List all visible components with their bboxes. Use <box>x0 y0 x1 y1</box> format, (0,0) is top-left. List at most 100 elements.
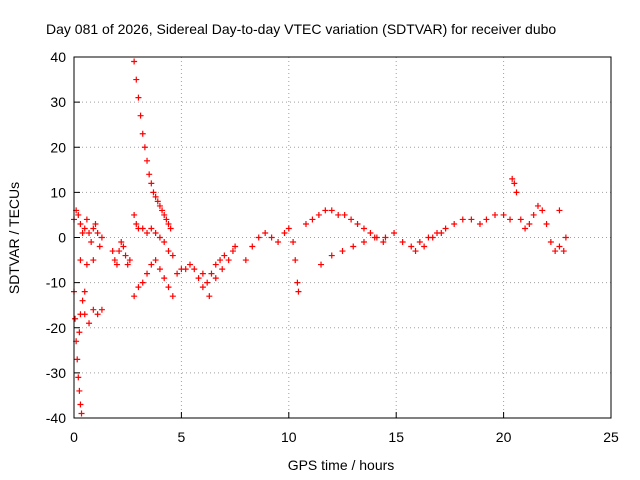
data-point <box>539 207 546 214</box>
data-point <box>322 207 329 214</box>
data-point <box>165 248 172 255</box>
series-cluster-1.5-2.5 <box>109 239 133 268</box>
data-point <box>148 261 155 268</box>
data-point <box>81 288 88 295</box>
data-point <box>556 243 563 250</box>
data-point <box>146 171 153 178</box>
data-point <box>255 234 262 241</box>
data-point <box>522 225 529 232</box>
data-point <box>292 257 299 264</box>
data-point <box>135 94 142 101</box>
grid <box>73 56 612 419</box>
data-point <box>513 189 520 196</box>
data-point <box>268 234 275 241</box>
series-spike-2.8-4.5 <box>131 58 174 232</box>
series-segment-19-23 <box>483 175 569 255</box>
data-point <box>124 261 131 268</box>
data-point <box>152 229 159 236</box>
data-point <box>118 239 125 246</box>
data-point <box>131 293 138 300</box>
x-tick-label: 15 <box>388 429 404 445</box>
data-point <box>341 211 348 218</box>
y-axis-label: SDTVAR / TECUs <box>6 182 22 294</box>
data-point <box>295 288 302 295</box>
data-point <box>79 297 86 304</box>
data-point <box>204 279 211 286</box>
series-cluster-0-1 <box>71 207 105 327</box>
data-point <box>459 216 466 223</box>
x-tick-label: 5 <box>178 429 186 445</box>
data-point <box>133 220 140 227</box>
data-point <box>109 248 116 255</box>
data-point <box>139 130 146 137</box>
data-point <box>126 257 133 264</box>
data-point <box>182 266 189 273</box>
data-point <box>217 257 224 264</box>
data-point <box>290 239 297 246</box>
data-point <box>294 279 301 286</box>
data-point <box>133 76 140 83</box>
series-segment-4.8-7.5 <box>174 243 239 300</box>
y-tick-label: 30 <box>50 94 66 110</box>
series-band-2.8-4.6 <box>131 211 176 300</box>
x-tick-label: 0 <box>70 429 78 445</box>
data-point <box>399 239 406 246</box>
data-point <box>315 211 322 218</box>
data-point <box>86 320 93 327</box>
data-point <box>76 329 83 336</box>
data-point <box>339 248 346 255</box>
data-point <box>152 257 159 264</box>
data-point <box>88 239 95 246</box>
data-point <box>526 220 533 227</box>
series-segment-10.8-14.5 <box>302 207 387 268</box>
data-point <box>219 266 226 273</box>
x-tick-label: 10 <box>281 429 297 445</box>
y-tick-label: 40 <box>50 49 66 65</box>
data-point <box>148 225 155 232</box>
data-point <box>135 284 142 291</box>
plot-frame <box>73 56 612 419</box>
data-point <box>242 257 249 264</box>
data-point <box>225 257 232 264</box>
data-point <box>212 261 219 268</box>
data-point <box>144 229 151 236</box>
data-point <box>221 252 228 259</box>
data-point <box>354 220 361 227</box>
data-point <box>165 220 172 227</box>
data-point <box>328 252 335 259</box>
y-tick-label: 10 <box>50 184 66 200</box>
data-point <box>507 216 514 223</box>
data-point <box>98 234 105 241</box>
data-point <box>318 261 325 268</box>
data-point <box>199 270 206 277</box>
data-point <box>137 112 144 119</box>
data-point <box>92 220 99 227</box>
data-point <box>249 243 256 250</box>
chart-title: Day 081 of 2026, Sidereal Day-to-day VTE… <box>46 21 556 37</box>
data-point <box>83 261 90 268</box>
data-point <box>335 211 342 218</box>
data-point <box>120 243 127 250</box>
data-point <box>156 234 163 241</box>
data-point <box>547 239 554 246</box>
data-point <box>156 266 163 273</box>
data-point <box>167 225 174 232</box>
data-point <box>75 374 82 381</box>
data-point <box>232 243 239 250</box>
data-point <box>476 220 483 227</box>
data-point <box>144 157 151 164</box>
data-point <box>429 234 436 241</box>
data-point <box>382 234 389 241</box>
data-points <box>71 58 569 417</box>
data-point <box>81 225 88 232</box>
data-point <box>79 229 86 236</box>
y-tick-label: 0 <box>58 230 66 246</box>
y-tick-label: -30 <box>46 365 66 381</box>
data-point <box>451 220 458 227</box>
data-point <box>262 229 269 236</box>
data-point <box>511 180 518 187</box>
data-point <box>483 216 490 223</box>
data-point <box>154 198 161 205</box>
data-point <box>131 58 138 65</box>
